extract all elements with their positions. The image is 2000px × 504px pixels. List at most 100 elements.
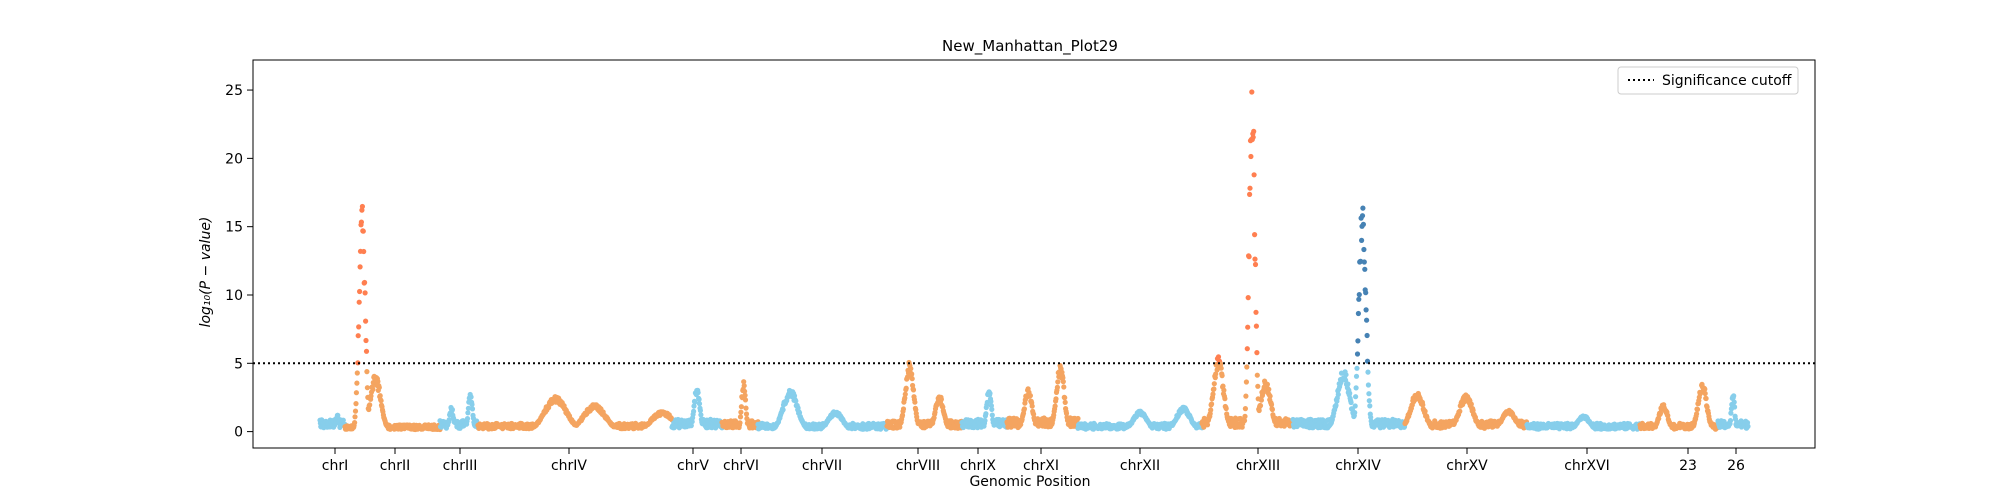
data-point [988,398,994,405]
data-point [359,203,365,210]
data-point [1694,406,1701,412]
data-point [1245,295,1251,301]
data-point [1359,237,1365,243]
data-point [363,348,370,354]
data-point [1353,385,1359,391]
data-point [1209,401,1215,407]
x-tick-label-chrvii: chrVII [802,458,842,474]
data-point [355,333,361,339]
data-point [780,407,786,413]
data-point [1062,399,1068,405]
data-point [1266,386,1272,392]
data-point [903,385,909,391]
data-point [361,248,367,255]
data-point [368,393,374,399]
data-point [469,401,475,408]
data-point [737,420,743,426]
data-point [1354,351,1361,357]
data-point [1222,396,1228,402]
data-point [909,371,915,377]
data-point [742,392,748,398]
data-point [1255,383,1261,389]
data-point [1359,213,1366,219]
data-point [449,407,455,413]
data-point [1702,386,1708,392]
data-point [1362,266,1368,272]
data-point [1731,393,1737,399]
data-point [737,414,744,420]
data-point [909,376,915,382]
data-point [1248,153,1254,160]
data-point [1243,393,1249,399]
x-tick-label-chriii: chrIII [443,458,478,474]
data-point [698,412,704,418]
data-point [1063,410,1070,416]
data-point [1356,292,1362,298]
data-point [989,406,995,412]
data-point [469,406,476,412]
data-point [793,398,799,404]
x-tick-label-chriv: chrIV [551,458,587,474]
data-point [356,299,362,305]
data-point [1731,399,1737,405]
data-point [1247,191,1253,197]
data-point [1213,371,1219,377]
data-point [1364,317,1370,323]
data-point [1243,379,1249,385]
data-point [363,318,369,324]
data-point [1060,375,1066,381]
data-point [908,366,914,372]
data-point [902,391,908,397]
data-point [1353,373,1360,379]
data-point [899,412,906,418]
data-point [1060,379,1066,385]
data-point [364,369,370,375]
data-point [742,397,749,403]
data-point [1470,407,1476,413]
data-point [1246,254,1252,260]
data-point [1250,134,1256,140]
data-point [1053,396,1059,402]
data-point [938,396,945,402]
x-tick-label-chrix: chrIX [960,458,996,474]
data-point [742,388,748,394]
data-point [743,411,750,417]
data-point [378,398,384,404]
data-point [1268,402,1275,408]
data-point [362,279,368,286]
data-point [356,324,362,330]
data-point [910,387,917,393]
data-point [912,399,918,405]
y-tick-label: 10 [225,288,243,304]
data-point [983,411,989,417]
data-point [370,386,376,393]
data-point [1211,381,1217,387]
data-point [1252,261,1259,268]
data-point [357,288,363,295]
data-point [1744,420,1751,426]
data-point [1354,365,1360,371]
data-point [1221,387,1227,393]
data-point [1363,290,1369,296]
x-tick-label-chrxiii: chrXIII [1236,458,1280,474]
data-point [741,383,747,389]
data-point [1352,410,1358,416]
data-point [468,394,474,400]
data-point [1457,408,1463,414]
data-point [1360,221,1366,227]
x-tick-label-chrxiv: chrXIV [1335,458,1381,474]
data-point [1244,364,1250,370]
x-tick-label-chrvi: chrVI [723,458,759,474]
data-point [1366,391,1372,397]
data-point [1062,395,1068,401]
legend-box [1617,66,1799,95]
data-point [377,393,383,399]
data-point [738,409,744,415]
data-point [1348,399,1354,406]
data-point [1027,393,1033,399]
data-point [900,406,907,412]
data-point [1218,365,1224,371]
chart-title: New_Manhattan_Plot29 [942,37,1118,56]
data-point [1269,406,1275,413]
